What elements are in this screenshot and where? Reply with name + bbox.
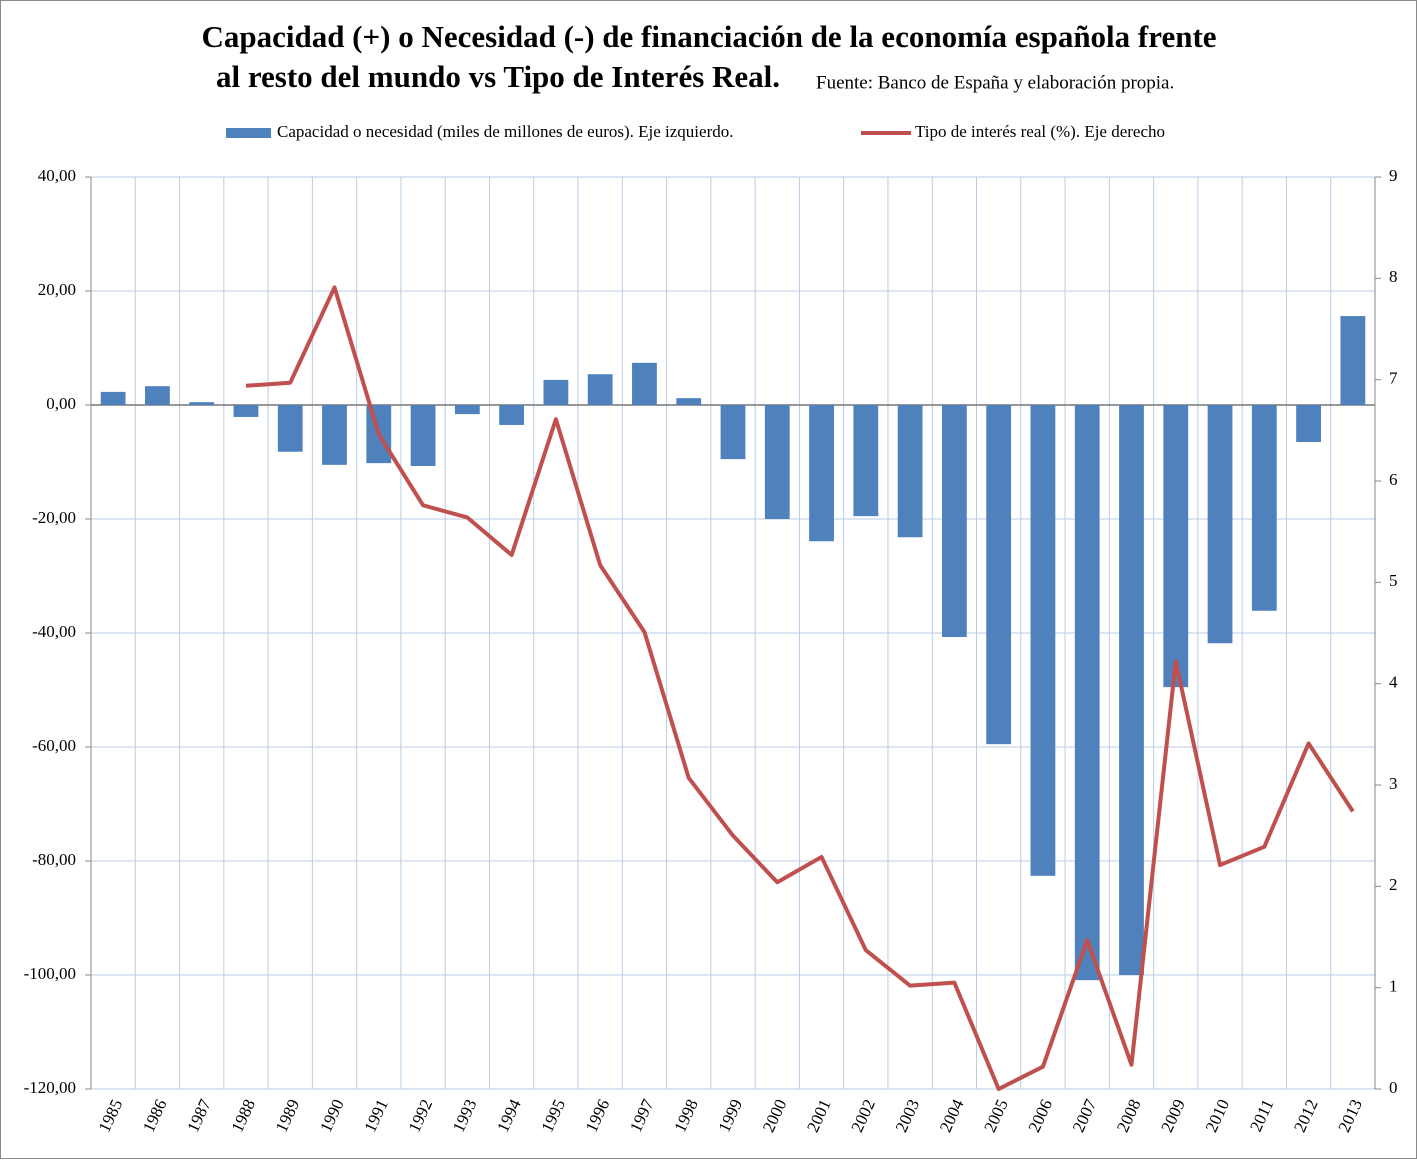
y-tick-label: 0,00: [46, 394, 76, 413]
y2-tick-label: 7: [1389, 369, 1398, 388]
y2-tick-label: 2: [1389, 875, 1398, 894]
line: [245, 285, 1355, 1091]
bar: [454, 405, 480, 415]
y2-tick-label: 6: [1389, 470, 1398, 489]
y-tick-label: -100,00: [24, 964, 76, 983]
bar: [853, 405, 879, 517]
bar: [1207, 405, 1233, 644]
bar: [1119, 405, 1144, 975]
bar: [410, 405, 436, 466]
bar: [1251, 405, 1277, 611]
bar: [587, 374, 613, 405]
bar: [1296, 405, 1321, 443]
y2-tick-label: 9: [1389, 166, 1398, 185]
y2-tick-label: 3: [1389, 774, 1398, 793]
y-tick-label: 20,00: [38, 280, 76, 299]
y2-tick-label: 1: [1389, 977, 1398, 996]
bar: [1340, 316, 1366, 405]
bar: [941, 405, 967, 637]
chart-title: Capacidad (+) o Necesidad (-) de financi…: [201, 19, 1216, 54]
bar: [1030, 405, 1056, 876]
y-tick-label: -20,00: [32, 508, 76, 527]
y-tick-label: -120,00: [24, 1078, 76, 1097]
legend-label: Tipo de interés real (%). Eje derecho: [915, 122, 1165, 141]
y2-tick-label: 8: [1389, 267, 1398, 286]
bar: [676, 398, 702, 405]
bar: [145, 386, 170, 405]
chart-subtitle: Fuente: Banco de España y elaboración pr…: [816, 72, 1174, 93]
y-tick-label: 40,00: [38, 166, 76, 185]
legend-label: Capacidad o necesidad (miles de millones…: [277, 122, 734, 141]
chart-title: al resto del mundo vs Tipo de Interés Re…: [216, 59, 780, 94]
y2-tick-label: 4: [1389, 673, 1398, 692]
y2-tick-label: 5: [1389, 571, 1398, 590]
bar: [1074, 405, 1100, 981]
bar: [233, 405, 259, 417]
bar: [499, 405, 525, 425]
bar: [632, 362, 657, 405]
y-tick-label: -60,00: [32, 736, 76, 755]
bar: [764, 405, 790, 519]
bar: [277, 405, 303, 452]
bar: [1163, 405, 1189, 688]
bar: [809, 405, 834, 542]
legend-swatch: [226, 128, 271, 138]
y-tick-label: -80,00: [32, 850, 76, 869]
bar: [897, 405, 923, 538]
bar: [543, 379, 569, 405]
bar: [720, 405, 746, 460]
bar: [100, 391, 126, 405]
y-tick-label: -40,00: [32, 622, 76, 641]
bar: [189, 402, 215, 405]
bar: [322, 405, 347, 465]
bar: [986, 405, 1012, 745]
y2-tick-label: 0: [1389, 1078, 1398, 1097]
